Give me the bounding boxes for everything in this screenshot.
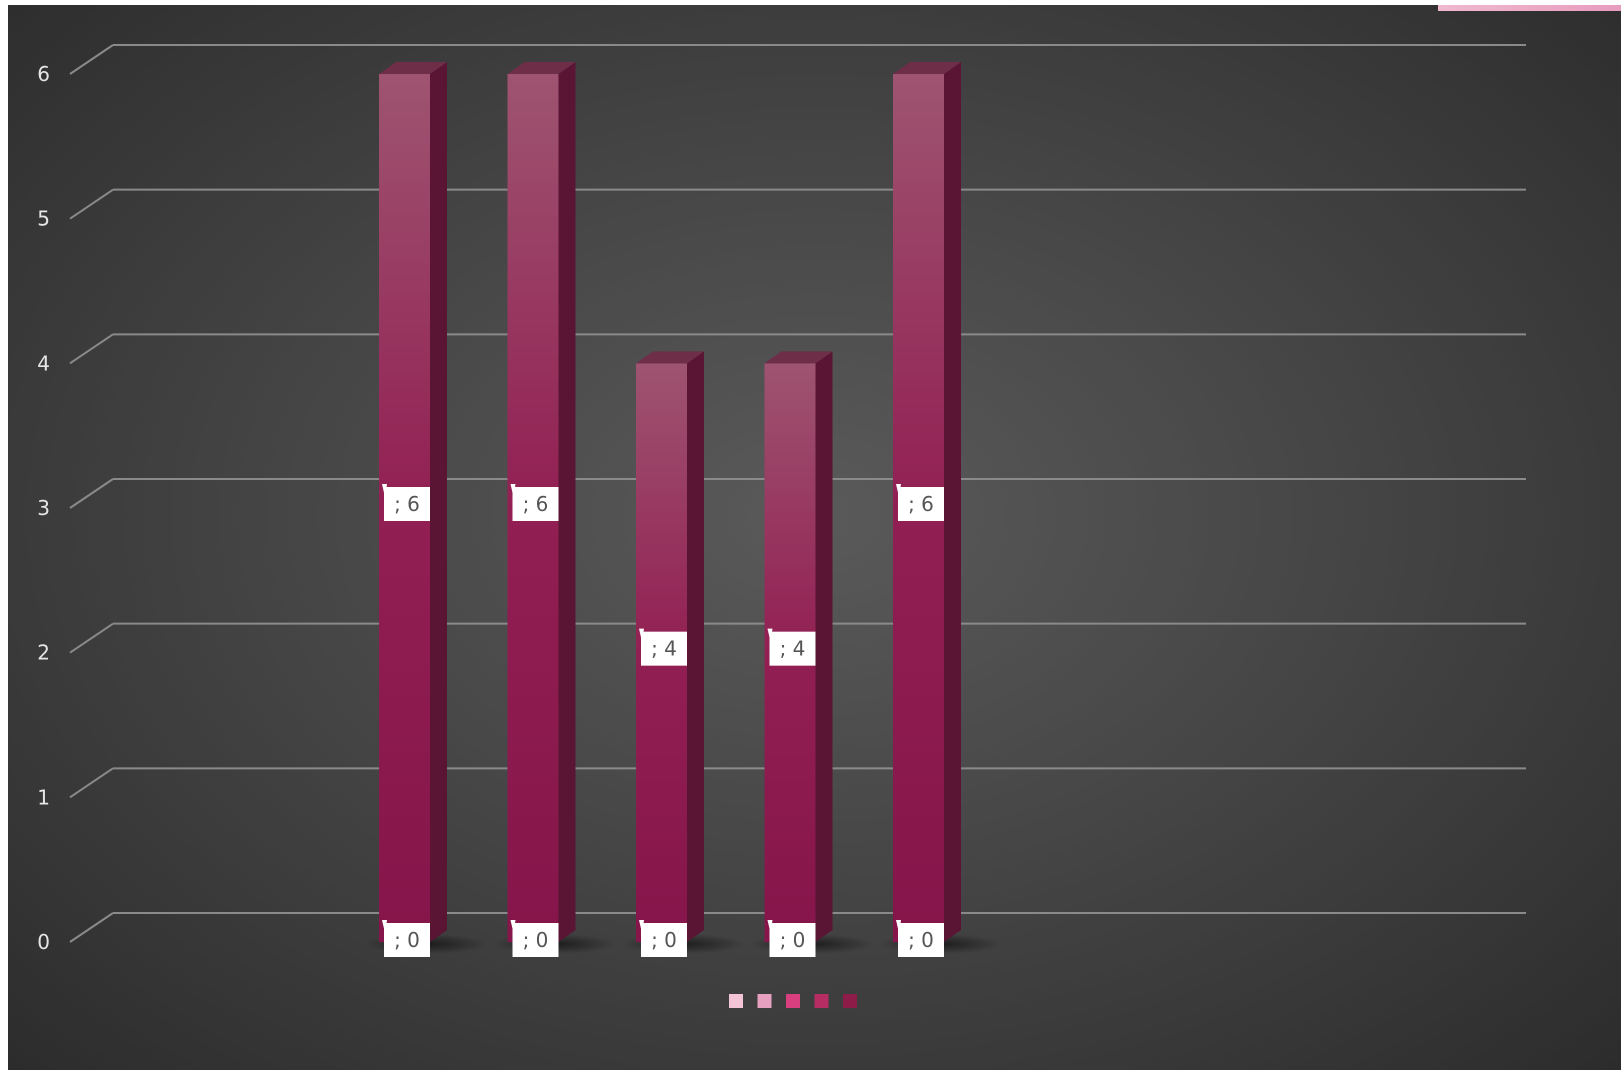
bar-cap (507, 62, 576, 74)
bar-cap (379, 62, 447, 74)
data-label-zero-box (641, 923, 687, 957)
chart-area: 0 1 2 3 4 5 6 ; 6 ; 0 ; 6 ; 0 ; 4 ; 0 ; 4 ; 0 ; 6 ; 0 (8, 5, 1621, 1070)
data-label-zero-pointer (767, 920, 773, 933)
bar-side (430, 62, 447, 942)
y-tick-label: 1 (37, 785, 50, 809)
data-label-zero: ; 0 (908, 928, 934, 952)
data-label: ; 6 (523, 492, 549, 516)
data-label-pointer (382, 484, 387, 497)
data-label-zero-pointer (639, 920, 644, 933)
y-axis-ticks: 0 1 2 3 4 5 6 (37, 62, 50, 954)
data-label-box (641, 631, 687, 666)
data-label-zero-pointer (382, 920, 387, 933)
gridline-diagonal (69, 912, 114, 943)
bar-side (944, 62, 961, 942)
data-label-zero-pointer (510, 920, 516, 933)
y-tick-label: 4 (37, 351, 50, 375)
bar-cap (764, 351, 833, 364)
bar-side (687, 351, 704, 942)
data-label-zero-box (512, 923, 559, 957)
data-label-zero: ; 0 (651, 928, 677, 952)
y-tick-label: 6 (37, 62, 50, 86)
data-label-zero-box (769, 923, 816, 957)
gridline-diagonal (69, 188, 114, 220)
legend-swatch (729, 994, 743, 1008)
data-label-zero-pointer (896, 920, 901, 933)
y-tick-label: 5 (37, 207, 50, 231)
bar-cap (636, 351, 704, 364)
data-label-pointer (639, 628, 644, 642)
data-label: ; 4 (651, 637, 677, 661)
y-tick-label: 0 (37, 930, 50, 954)
column-chart: 0 1 2 3 4 5 6 ; 6 ; 0 ; 6 ; 0 ; 4 ; 0 ; 4 ; 0 ; 6 ; 0 (37, 44, 1526, 1008)
gridline-diagonal (69, 478, 114, 509)
data-label-zero-box (898, 923, 944, 957)
data-label-box (512, 487, 559, 521)
data-label-zero: ; 0 (394, 928, 420, 952)
data-label: ; 6 (908, 492, 934, 516)
gridline-diagonal (69, 767, 114, 799)
data-label-zero: ; 0 (523, 928, 549, 952)
bar-side (558, 62, 576, 942)
gridline-diagonal (69, 44, 114, 75)
gridline-diagonal (69, 622, 114, 654)
data-label-box (898, 487, 944, 521)
gridline-diagonal (69, 333, 114, 365)
corner-accent-stripe (1438, 5, 1621, 11)
data-label-zero: ; 0 (780, 928, 806, 952)
data-label: ; 4 (780, 637, 806, 661)
y-tick-label: 2 (37, 641, 50, 665)
data-label-zero-box (384, 923, 430, 957)
data-label-pointer (767, 628, 773, 642)
bar-side (815, 351, 833, 942)
legend (729, 994, 857, 1008)
legend-swatch (786, 994, 800, 1008)
data-labels: ; 6 ; 0 ; 6 ; 0 ; 4 ; 0 ; 4 ; 0 ; 6 ; 0 (382, 484, 944, 957)
legend-swatch (757, 994, 772, 1008)
legend-swatch (843, 994, 857, 1008)
bar-cap (893, 62, 961, 74)
data-label: ; 6 (394, 492, 420, 516)
y-tick-label: 3 (37, 496, 50, 520)
data-label-pointer (510, 484, 516, 497)
data-label-box (769, 631, 816, 666)
data-label-pointer (896, 484, 901, 497)
data-label-box (384, 487, 430, 521)
legend-swatch (814, 994, 829, 1008)
